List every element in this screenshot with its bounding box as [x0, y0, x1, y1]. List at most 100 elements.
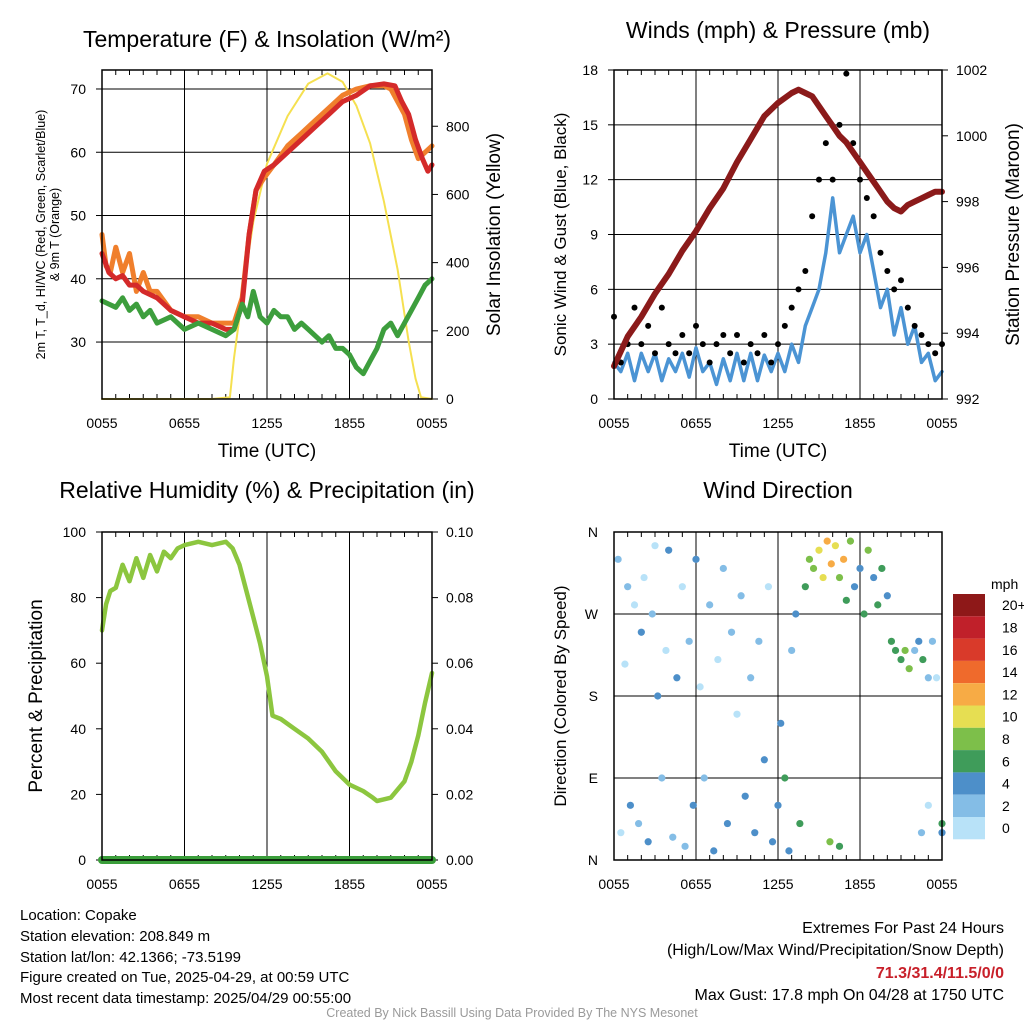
direction-point	[678, 583, 686, 591]
legend-label: 16	[1002, 642, 1018, 658]
y-tick-label: 9	[590, 227, 598, 243]
plot-frame	[613, 69, 943, 400]
gust-point	[857, 176, 863, 183]
y-axis-label: Percent & Precipitation	[26, 599, 47, 792]
y-tick-label: 6	[590, 281, 598, 297]
legend-swatch	[953, 705, 985, 728]
x-axis-label: Time (UTC)	[729, 441, 828, 462]
y2-axis-label: Station Pressure (Maroon)	[1003, 123, 1024, 346]
y-tick-label: 0	[590, 391, 598, 407]
y-axis-label-line2: & 9m T (Orange)	[48, 188, 62, 281]
y-tick-label: 50	[70, 208, 86, 224]
direction-point	[891, 646, 900, 655]
y-tick-label: 40	[70, 271, 86, 287]
direction-point	[840, 555, 848, 563]
direction-point	[719, 564, 727, 573]
legend-swatch	[953, 750, 985, 773]
direction-point	[915, 637, 923, 645]
y-tick-label: S	[589, 688, 598, 704]
gust-point	[829, 176, 836, 183]
direction-point	[648, 610, 656, 618]
location-text: Location: Copake	[20, 907, 137, 924]
legend-label: 0	[1002, 820, 1010, 836]
direction-point	[621, 660, 629, 668]
gust-point	[925, 341, 932, 348]
gust-point	[802, 268, 809, 275]
gust-point	[761, 332, 768, 339]
direction-point	[823, 537, 831, 545]
gust-point	[932, 350, 939, 357]
direction-point	[932, 674, 941, 682]
y2-axis-label: Solar Insolation (Yellow)	[484, 133, 505, 336]
direction-point	[883, 592, 891, 600]
x-tick-label: 1255	[251, 415, 282, 431]
legend-label: 12	[1002, 686, 1018, 702]
chart-title: Relative Humidity (%) & Precipitation (i…	[59, 477, 474, 503]
gust-point	[822, 140, 829, 147]
direction-point	[673, 674, 681, 682]
gust-point	[884, 268, 891, 275]
gust-point	[843, 70, 850, 77]
direction-point	[792, 610, 800, 618]
direction-point	[714, 655, 722, 664]
gust-point	[836, 121, 843, 128]
legend-swatch	[953, 594, 985, 617]
max-gust-text: Max Gust: 17.8 mph On 04/28 at 1750 UTC	[694, 987, 1005, 1005]
direction-point	[764, 583, 773, 591]
direction-point	[737, 592, 745, 600]
y2-tick-label: 998	[956, 194, 980, 210]
temperature-series-line	[101, 72, 433, 400]
y-tick-label: 12	[582, 172, 598, 188]
direction-point	[637, 628, 645, 636]
speed-colorbar-legend: mph 20+ 18 16 14 12 10 8 6 4 2 0	[953, 576, 1024, 840]
direction-point	[692, 555, 700, 563]
direction-point	[654, 692, 662, 700]
x-tick-label: 1855	[844, 876, 875, 892]
legend-swatch	[953, 772, 985, 795]
x-tick-label: 1255	[762, 876, 793, 892]
y2-tick-label: 200	[446, 323, 470, 339]
gust-point	[740, 359, 747, 366]
gust-point	[686, 350, 693, 357]
legend-label: 10	[1002, 709, 1018, 725]
direction-point	[901, 646, 909, 655]
chart-title: Winds (mph) & Pressure (mb)	[626, 17, 930, 43]
direction-point	[842, 596, 850, 604]
humidity-line	[99, 539, 435, 804]
y-tick-label: 80	[70, 590, 86, 606]
direction-point	[815, 546, 823, 554]
gust-point	[816, 176, 822, 183]
direction-point	[689, 801, 697, 809]
y-tick-label: E	[589, 770, 598, 786]
direction-point	[878, 564, 886, 573]
y-tick-label: 18	[582, 62, 598, 78]
created-text: Figure created on Tue, 2025-04-29, at 00…	[20, 969, 350, 987]
legend-label: 8	[1002, 731, 1010, 747]
gust-point	[788, 304, 795, 311]
x-tick-label: 0055	[598, 415, 629, 431]
gust-point	[904, 304, 911, 311]
winds-panel: Winds (mph) & Pressure (mb) 0055 0655 1255 1…	[551, 17, 1024, 462]
gust-point	[734, 332, 740, 339]
gust-point	[898, 277, 904, 284]
y-tick-label: 20	[70, 786, 86, 802]
y-tick-label: W	[585, 606, 599, 622]
y-axis-label: Sonic Wind & Gust (Blue, Black)	[551, 113, 570, 357]
direction-point	[777, 719, 785, 727]
y2-tick-label: 996	[956, 259, 980, 275]
x-tick-label: 1255	[762, 415, 793, 431]
gust-point	[891, 286, 898, 293]
gust-point	[877, 249, 884, 256]
direction-point	[788, 646, 796, 655]
direction-point	[614, 555, 622, 563]
y-tick-label: 0	[78, 852, 86, 868]
direction-point	[635, 819, 643, 828]
direction-point	[801, 583, 809, 591]
direction-point	[640, 573, 648, 582]
gust-point	[713, 341, 720, 348]
gust-point	[775, 341, 781, 348]
direction-point	[727, 628, 736, 636]
x-tick-label: 0055	[926, 876, 957, 892]
direction-point	[850, 583, 859, 591]
